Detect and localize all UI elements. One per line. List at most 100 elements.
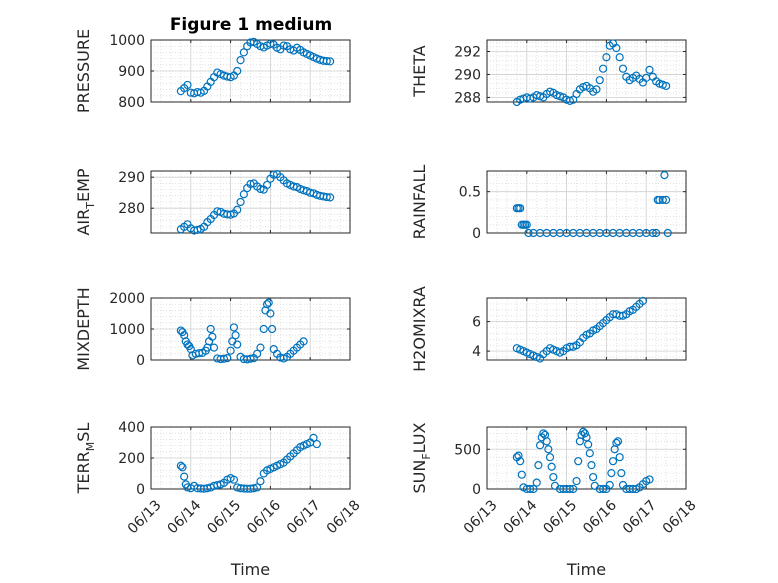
y-tick-label: 4: [472, 344, 481, 360]
data-point: [589, 472, 598, 482]
data-point: [549, 472, 558, 482]
data-point: [256, 477, 265, 486]
y-axis-label-part: SUN: [410, 460, 429, 494]
y-axis-label-subscript: T: [84, 202, 97, 210]
data-point: [607, 469, 616, 478]
y-axis-label: RAINFALL: [410, 165, 429, 240]
data-point: [584, 440, 593, 449]
data-point: [229, 475, 239, 484]
data-point: [219, 354, 229, 363]
data-point: [209, 343, 219, 352]
data-point: [660, 171, 669, 180]
data-point: [615, 453, 624, 462]
data-point: [180, 472, 189, 481]
series-markers: [512, 427, 654, 494]
data-point: [253, 483, 262, 492]
data-point: [617, 469, 626, 478]
y-axis-label: AIRTEMP: [74, 168, 97, 235]
y-axis-label: MIXDEPTH: [74, 287, 93, 370]
data-point: [542, 437, 551, 446]
series-markers: [176, 433, 321, 493]
data-point: [322, 56, 331, 66]
data-point: [522, 220, 531, 229]
data-point: [259, 324, 268, 334]
data-point: [539, 429, 548, 438]
series-markers: [512, 39, 671, 107]
data-point: [638, 296, 647, 306]
data-point: [605, 480, 614, 490]
data-point: [587, 461, 596, 470]
subplot-1: 800 900 1000 PRESSURE: [74, 29, 351, 113]
data-point: [544, 445, 553, 454]
subplot-2: 288 290 292 THETA: [410, 39, 687, 107]
data-point: [565, 484, 575, 494]
data-point: [326, 193, 335, 202]
data-point: [592, 85, 601, 94]
data-point: [645, 65, 654, 74]
y-axis-label-part: SL: [74, 423, 93, 442]
y-tick-label: 290: [118, 170, 145, 186]
data-point: [239, 48, 248, 57]
y-axis-label: PRESSURE: [74, 29, 93, 113]
data-point: [256, 343, 265, 352]
y-tick-label: 200: [118, 451, 145, 467]
data-point: [598, 64, 608, 73]
data-point: [299, 337, 308, 346]
data-point: [229, 323, 239, 332]
y-tick-label: 2000: [109, 291, 145, 307]
data-point: [253, 349, 262, 358]
data-point: [262, 180, 272, 190]
data-point: [264, 298, 273, 307]
data-point: [267, 324, 277, 334]
series-markers: [176, 37, 335, 98]
y-axis-label-part: LUX: [410, 422, 429, 453]
y-tick-label: 290: [454, 67, 481, 83]
y-tick-label: 1000: [109, 33, 145, 49]
data-point: [516, 204, 525, 213]
subplot-6: 4 6 H2OMIXRA: [410, 286, 687, 372]
y-tick-label: 0.5: [459, 185, 481, 201]
data-point: [529, 484, 538, 494]
data-point: [658, 195, 667, 205]
data-point: [526, 484, 535, 494]
y-axis-label-part: TERR: [74, 451, 93, 494]
y-tick-label: 500: [454, 442, 481, 458]
data-point: [661, 81, 671, 91]
y-axis-label-part: EMP: [74, 168, 93, 202]
data-point: [266, 309, 275, 318]
y-tick-label: 292: [454, 44, 481, 60]
data-point: [262, 300, 272, 309]
data-point: [524, 228, 533, 238]
data-point: [569, 484, 578, 494]
y-tick-label: 0: [136, 482, 145, 498]
y-tick-label: 6: [472, 315, 481, 331]
data-point: [312, 439, 321, 449]
data-point: [233, 205, 242, 214]
y-tick-label: 288: [454, 90, 481, 106]
data-point: [231, 331, 240, 340]
data-point: [193, 225, 202, 234]
data-point: [645, 475, 654, 484]
subplot-4: 0 0.5 RAINFALL: [410, 165, 687, 242]
x-axis-label: Time: [230, 560, 270, 579]
series-markers: [176, 170, 335, 235]
series-markers: [176, 298, 308, 364]
data-point: [249, 484, 258, 493]
data-point: [236, 197, 245, 207]
y-tick-label: 1000: [109, 322, 145, 338]
y-axis-label-subscript: F: [420, 453, 433, 459]
data-point: [279, 41, 288, 50]
y-axis-label: TERRMSL: [74, 423, 97, 495]
data-point: [580, 429, 589, 438]
data-point: [532, 478, 541, 487]
axes-box: [486, 297, 687, 361]
y-tick-label: 900: [118, 64, 145, 80]
data-point: [176, 461, 185, 470]
data-point: [309, 433, 318, 442]
axes-box: [486, 170, 687, 234]
x-axis-label: Time: [566, 560, 606, 579]
data-point: [517, 470, 526, 479]
data-point: [585, 449, 594, 458]
series-markers: [512, 171, 672, 238]
y-tick-label: 400: [118, 420, 145, 436]
